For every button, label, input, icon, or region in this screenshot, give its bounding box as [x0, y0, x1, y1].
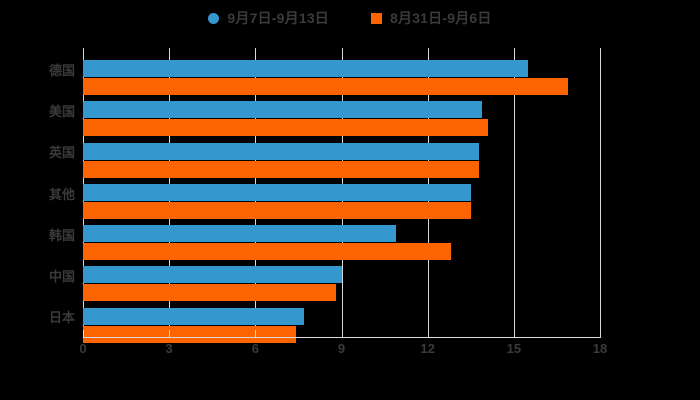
- bar-group: [83, 296, 600, 343]
- x-axis-tick-label: 15: [506, 341, 522, 356]
- y-axis-label: 中国: [48, 269, 75, 285]
- legend-label-series-b: 8月31日-9月6日: [390, 10, 492, 26]
- bar[interactable]: [83, 78, 569, 95]
- y-axis-category-labels: 德国美国英国其他韩国中国日本: [0, 48, 75, 337]
- bar[interactable]: [83, 307, 305, 325]
- bar[interactable]: [83, 183, 471, 201]
- bar-group: [83, 254, 600, 302]
- plot-area: [83, 48, 601, 343]
- gridline: [513, 48, 515, 337]
- x-axis-tick-mark: [169, 330, 171, 337]
- bar-group: [83, 213, 600, 261]
- bar[interactable]: [83, 225, 397, 243]
- x-axis-tick-label: 0: [79, 341, 87, 356]
- y-axis-label: 德国: [48, 62, 75, 78]
- bar[interactable]: [83, 243, 451, 261]
- x-axis-tick-mark: [83, 330, 84, 337]
- legend-item-series-a[interactable]: 9月7日-9月13日: [208, 8, 329, 28]
- y-axis-label: 美国: [48, 103, 75, 119]
- x-axis-tick-mark: [341, 330, 343, 337]
- bar[interactable]: [83, 101, 483, 119]
- bar-group: [83, 172, 600, 219]
- bar-group: [83, 48, 600, 95]
- gridline: [600, 48, 601, 337]
- y-axis-label: 日本: [48, 310, 75, 326]
- bar[interactable]: [83, 160, 480, 178]
- x-axis-tick-mark: [427, 330, 429, 337]
- bar[interactable]: [83, 325, 296, 343]
- x-axis-tick-mark: [600, 330, 601, 337]
- x-axis-line: [83, 337, 601, 338]
- y-axis-label: 韩国: [48, 227, 75, 243]
- y-axis-label: 其他: [48, 186, 75, 202]
- bar[interactable]: [83, 284, 336, 302]
- x-axis-tick-mark: [513, 330, 515, 337]
- bar-group: [83, 131, 600, 178]
- x-axis-tick-mark: [255, 330, 257, 337]
- legend-label-series-a: 9月7日-9月13日: [227, 10, 329, 26]
- legend-circle-marker-icon: [208, 12, 220, 24]
- x-axis-tick-label: 3: [165, 341, 173, 356]
- chart-legend: 9月7日-9月13日 8月31日-9月6日: [0, 0, 700, 36]
- legend-square-marker-icon: [371, 12, 382, 24]
- x-axis-tick-label: 6: [251, 341, 259, 356]
- bar[interactable]: [83, 119, 488, 137]
- x-axis-tick-label: 12: [420, 341, 435, 356]
- x-axis-tick-labels: 0 3 6 9 12 15 18: [0, 330, 700, 367]
- bar[interactable]: [83, 60, 529, 77]
- x-axis-tick-label: 18: [592, 341, 608, 356]
- bar[interactable]: [83, 201, 471, 219]
- legend-item-series-b[interactable]: 8月31日-9月6日: [371, 8, 492, 28]
- bar[interactable]: [83, 266, 342, 284]
- x-axis-tick-label: 9: [337, 341, 346, 356]
- bar-group: [83, 89, 600, 137]
- bar[interactable]: [83, 142, 480, 160]
- y-axis-label: 英国: [48, 145, 75, 161]
